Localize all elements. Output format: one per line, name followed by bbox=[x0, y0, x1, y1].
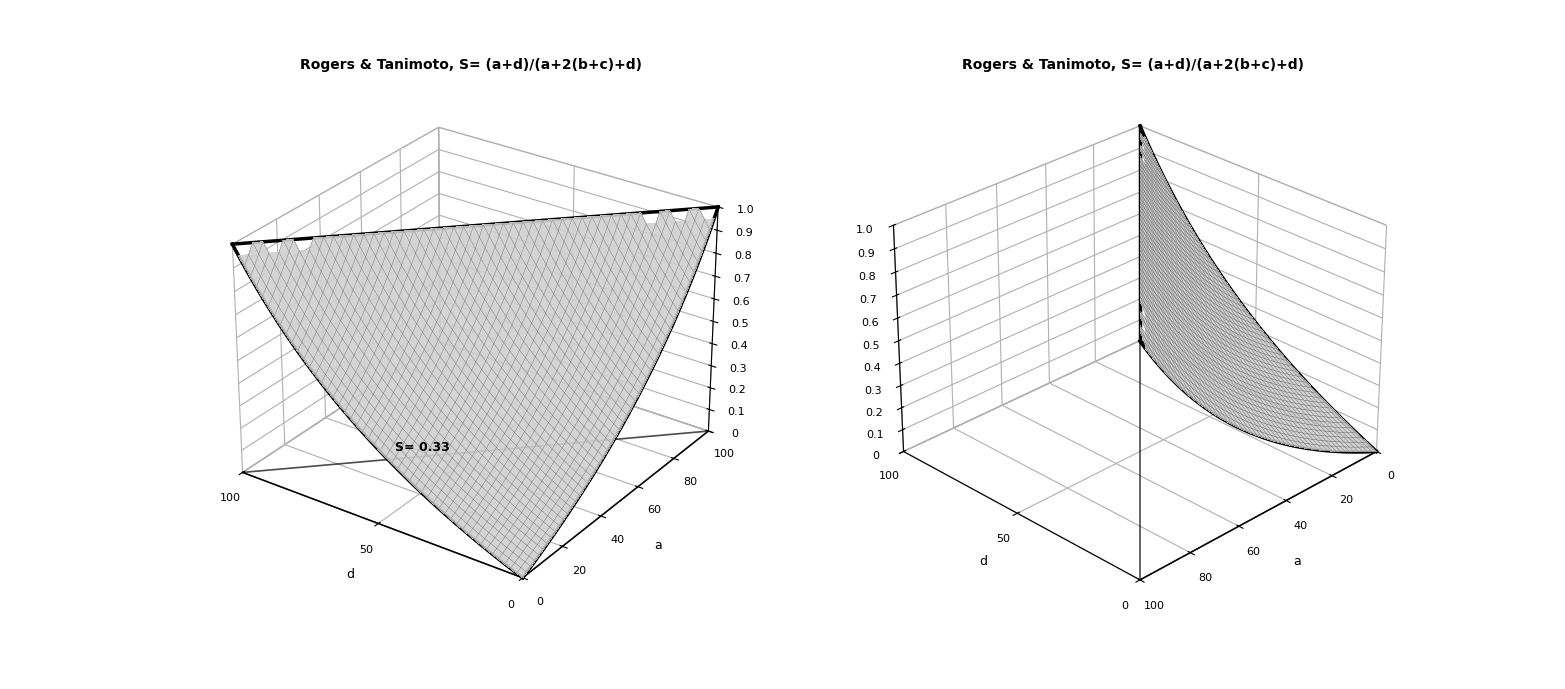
Y-axis label: a: a bbox=[654, 539, 662, 552]
Title: Rogers & Tanimoto, S= (a+d)/(a+2(b+c)+d): Rogers & Tanimoto, S= (a+d)/(a+2(b+c)+d) bbox=[962, 58, 1304, 72]
X-axis label: d: d bbox=[346, 568, 354, 581]
Title: Rogers & Tanimoto, S= (a+d)/(a+2(b+c)+d): Rogers & Tanimoto, S= (a+d)/(a+2(b+c)+d) bbox=[300, 58, 642, 72]
Y-axis label: d: d bbox=[980, 555, 988, 568]
X-axis label: a: a bbox=[1293, 555, 1301, 568]
